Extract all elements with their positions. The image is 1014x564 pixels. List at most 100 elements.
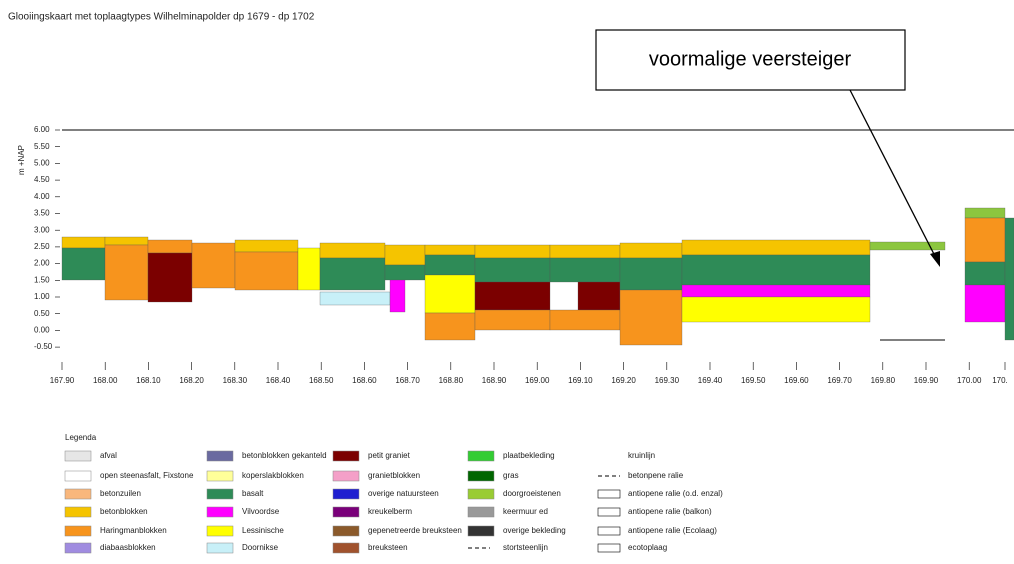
y-tick-label: 5.00 <box>34 159 50 168</box>
y-tick-label: 0.50 <box>34 309 50 318</box>
revetment-block <box>619 289 683 346</box>
revetment-block <box>964 284 1006 323</box>
revetment-block <box>681 254 871 286</box>
legend-label: Haringmanblokken <box>100 526 167 535</box>
legend-label: gepenetreerde breuksteen <box>368 526 462 535</box>
y-tick-label: 1.00 <box>34 292 50 301</box>
revetment-block <box>389 277 406 313</box>
x-tick-label: 168.20 <box>179 376 204 385</box>
revetment-block <box>104 236 149 246</box>
revetment-block <box>234 251 299 291</box>
revetment-block <box>474 281 551 311</box>
y-tick-label: 4.00 <box>34 192 50 201</box>
legend-swatch <box>332 542 360 554</box>
legend-swatch <box>64 470 92 482</box>
callout-box <box>595 29 906 91</box>
x-tick-label: 168.40 <box>266 376 291 385</box>
legend-swatch <box>64 488 92 500</box>
x-tick-label: 169.20 <box>611 376 636 385</box>
revetment-block <box>147 239 193 254</box>
legend-label: betonzuilen <box>100 489 141 498</box>
revetment-block <box>384 264 426 281</box>
x-tick-label: 168.10 <box>136 376 161 385</box>
legend-label: overige bekleding <box>503 526 566 535</box>
callout-text: voormalige veersteiger <box>649 48 852 70</box>
revetment-block <box>319 291 391 306</box>
x-tick-label: 168.60 <box>352 376 377 385</box>
x-tick-label: 168.50 <box>309 376 334 385</box>
legend-symbol <box>597 526 621 536</box>
revetment-block <box>191 242 236 289</box>
revetment-block <box>424 244 476 256</box>
revetment-block <box>384 244 426 266</box>
legend-label: diabaasblokken <box>100 543 156 552</box>
legend-label: plaatbekleding <box>503 451 555 460</box>
revetment-block <box>681 239 871 256</box>
revetment-block <box>549 257 621 283</box>
legend-label: betonpene ralie <box>628 471 684 480</box>
legend-swatch <box>64 506 92 518</box>
revetment-block <box>319 242 386 259</box>
legend-symbol <box>597 543 621 553</box>
revetment-block <box>619 257 683 291</box>
legend-label: ecotoplaag <box>628 543 667 552</box>
revetment-block <box>424 274 476 314</box>
revetment-block <box>319 257 386 291</box>
revetment-block <box>869 241 946 251</box>
callout-arrowhead <box>930 251 940 267</box>
legend-swatch <box>206 488 234 500</box>
x-tick-label: 169.70 <box>827 376 852 385</box>
x-tick-label: 170.00 <box>957 376 982 385</box>
y-tick-label: 1.50 <box>34 275 50 284</box>
legend-label: afval <box>100 451 117 460</box>
legend-label: keermuur ed <box>503 507 548 516</box>
revetment-block <box>424 254 476 276</box>
legend-swatch <box>206 525 234 537</box>
revetment-block <box>549 244 621 259</box>
revetment-block <box>549 309 621 331</box>
revetment-block <box>964 207 1006 219</box>
legend-swatch <box>467 450 495 462</box>
legend-label: stortsteenlijn <box>503 543 548 552</box>
legend-title: Legenda <box>65 433 97 442</box>
x-tick-label: 168.90 <box>482 376 507 385</box>
y-tick-label: 5.50 <box>34 142 50 151</box>
x-tick-label: 169.50 <box>741 376 766 385</box>
revetment-block <box>681 284 871 298</box>
revetment-block <box>964 261 1006 286</box>
legend-swatch <box>332 525 360 537</box>
legend-label: antiopene ralie (Ecolaag) <box>628 526 717 535</box>
y-tick-label: 3.00 <box>34 225 50 234</box>
legend-label: breuksteen <box>368 543 408 552</box>
legend-label: Lessinische <box>242 526 284 535</box>
revetment-block <box>61 236 106 249</box>
legend-swatch <box>64 542 92 554</box>
x-tick-label: 168.80 <box>439 376 464 385</box>
x-tick-label: 169.00 <box>525 376 550 385</box>
x-tick-label: 169.10 <box>568 376 593 385</box>
legend-label: betonblokken gekanteld <box>242 451 327 460</box>
legend-label: antiopene ralie (o.d. enzal) <box>628 489 723 498</box>
x-tick-label: 168.00 <box>93 376 118 385</box>
legend-symbol <box>597 489 621 499</box>
legend-label: open steenasfalt, Fixstone <box>100 471 194 480</box>
x-tick-label: 169.80 <box>871 376 896 385</box>
revetment-block <box>234 239 299 253</box>
legend-label: kruinlijn <box>628 451 655 460</box>
revetment-block <box>61 247 106 281</box>
revetment-block <box>147 252 193 303</box>
x-tick-label: 167.90 <box>50 376 75 385</box>
y-tick-label: 3.50 <box>34 209 50 218</box>
y-tick-label: 6.00 <box>34 125 50 134</box>
profile <box>61 207 1014 346</box>
legend-swatch <box>206 450 234 462</box>
x-tick-label: 170. <box>992 376 1008 385</box>
legend-label: granietblokken <box>368 471 420 480</box>
revetment-block <box>964 217 1006 263</box>
legend-label: Vilvoordse <box>242 507 280 516</box>
x-tick-label: 168.70 <box>395 376 420 385</box>
legend-swatch <box>467 525 495 537</box>
legend-swatch <box>467 488 495 500</box>
legend-label: antiopene ralie (balkon) <box>628 507 712 516</box>
revetment-block <box>424 312 476 341</box>
